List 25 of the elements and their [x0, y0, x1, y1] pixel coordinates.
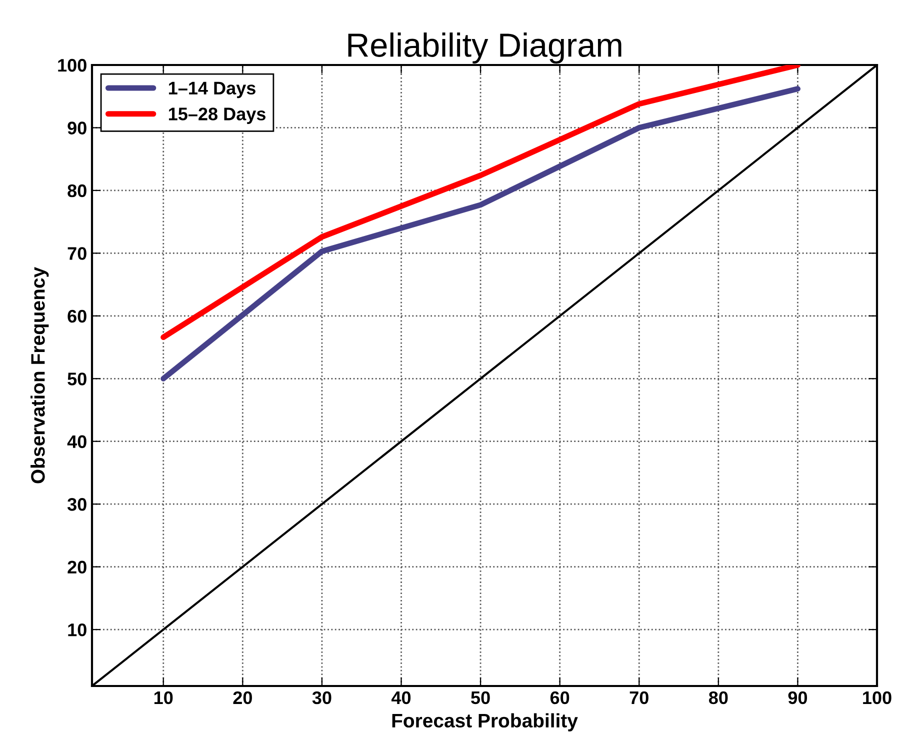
x-tick-label: 70 [630, 691, 648, 704]
y-tick-label: 80 [68, 184, 86, 198]
x-tick-label: 90 [788, 691, 808, 704]
x-tick-label: 30 [312, 691, 332, 704]
y-tick-label: 70 [68, 247, 86, 260]
y-tick-label: 20 [68, 560, 86, 574]
chart-title: Reliability Diagram [348, 32, 622, 64]
legend-label: 1–14 Days [168, 82, 256, 98]
x-tick-label: 20 [233, 691, 252, 704]
x-tick-label: 10 [154, 691, 173, 704]
y-tick-label: 10 [68, 623, 86, 636]
y-tick-label: 40 [67, 435, 86, 448]
legend-label: 15–28 Days [168, 108, 266, 124]
x-tick-label: 100 [863, 691, 892, 704]
y-tick-label: 60 [68, 310, 86, 323]
x-tick-label: 80 [708, 691, 728, 704]
x-tick-label: 40 [391, 691, 411, 704]
x-tick-label: 50 [471, 691, 490, 704]
x-axis-title: Forecast Probability [392, 713, 578, 732]
y-tick-label: 30 [67, 498, 86, 511]
y-tick-label: 50 [68, 372, 86, 386]
y-tick-label: 100 [58, 58, 86, 72]
y-tick-label: 90 [68, 122, 86, 134]
y-axis-title: Observation Frequency [30, 267, 49, 484]
x-tick-label: 60 [550, 691, 570, 704]
